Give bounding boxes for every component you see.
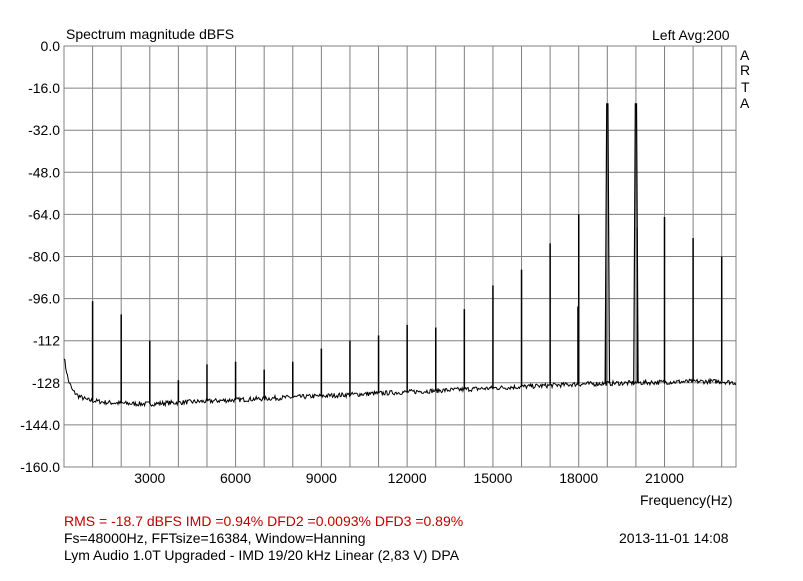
y-tick-label: -16.0 xyxy=(28,80,60,96)
timestamp: 2013-11-01 14:08 xyxy=(619,530,729,546)
description-text: Lym Audio 1.0T Upgraded - IMD 19/20 kHz … xyxy=(64,547,460,563)
brand-letter-t: T xyxy=(741,79,750,95)
x-axis-label: Frequency(Hz) xyxy=(640,492,733,508)
y-tick-label: -96.0 xyxy=(28,291,60,307)
y-tick-label: -160.0 xyxy=(20,459,60,475)
y-tick-label: -48.0 xyxy=(28,164,60,180)
x-tick-label: 12000 xyxy=(388,470,427,486)
x-tick-label: 21000 xyxy=(645,470,684,486)
x-tick-label: 15000 xyxy=(473,470,512,486)
plot-frame xyxy=(63,45,737,468)
chart-title: Spectrum magnitude dBFS xyxy=(66,26,235,42)
measurement-summary: RMS = -18.7 dBFS IMD =0.94% DFD2 =0.0093… xyxy=(64,513,464,529)
x-tick-label: 3000 xyxy=(134,470,165,486)
y-tick-label: -32.0 xyxy=(28,122,60,138)
y-tick-label: -144.0 xyxy=(20,417,60,433)
brand-letter-r: R xyxy=(740,62,751,78)
y-tick-label: -80.0 xyxy=(28,249,60,265)
x-tick-label: 9000 xyxy=(306,470,337,486)
y-tick-label: -128 xyxy=(32,375,60,391)
x-tick-label: 6000 xyxy=(220,470,251,486)
brand-letter-a2: A xyxy=(740,95,750,111)
channel-info: Left Avg:200 xyxy=(652,27,730,43)
settings-text: Fs=48000Hz, FFTsize=16384, Window=Hannin… xyxy=(64,530,366,546)
y-tick-label: -112 xyxy=(33,333,60,349)
y-tick-label: 0.0 xyxy=(41,38,61,54)
noise-floor-trace xyxy=(63,358,737,408)
x-tick-label: 18000 xyxy=(559,470,598,486)
brand-letter-a: A xyxy=(740,47,750,63)
y-tick-label: -64.0 xyxy=(28,206,60,222)
